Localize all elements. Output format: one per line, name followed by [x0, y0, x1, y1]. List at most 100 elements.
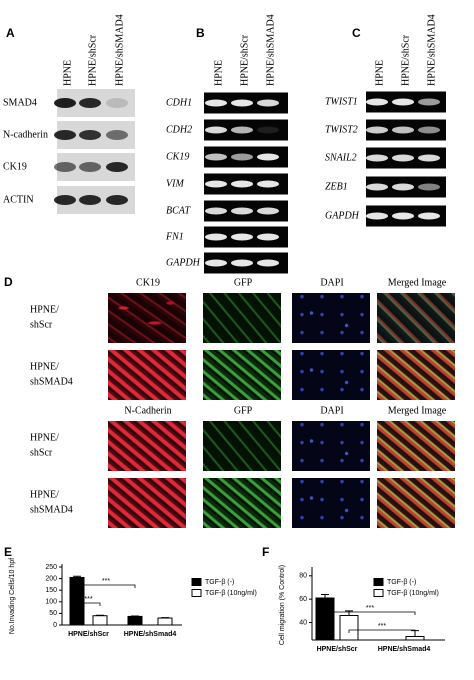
bar: [157, 617, 173, 626]
x-tick-label: HPNE/shScr: [68, 631, 109, 638]
band: [257, 99, 279, 107]
column-header: HPNE/shScr: [87, 34, 98, 86]
band: [392, 183, 414, 191]
band: [231, 126, 253, 134]
row-label: HPNE/: [30, 489, 59, 500]
band: [205, 153, 227, 161]
row-label: CDH2: [166, 124, 192, 135]
band: [366, 154, 388, 162]
image-column-header: Merged Image: [388, 405, 447, 416]
band: [257, 233, 279, 241]
band: [106, 195, 128, 205]
bar: [127, 615, 143, 626]
significance-label: ***: [84, 596, 92, 603]
significance-bracket: [324, 611, 416, 615]
column-header: HPNE/shSMAD4: [265, 14, 276, 86]
band: [54, 195, 76, 205]
y-tick-label: 200: [45, 575, 57, 582]
image-column-header: Merged Image: [388, 277, 447, 288]
band: [231, 99, 253, 107]
y-axis-label: No.Invading Cells/10 hpf: [9, 558, 16, 634]
image-column-header: DAPI: [320, 405, 343, 416]
micrograph: [108, 293, 186, 343]
band: [257, 207, 279, 215]
y-tick-label: 100: [45, 599, 57, 606]
x-tick-label: HPNE/shScr: [317, 646, 358, 653]
image-column-header: N-Cadherin: [124, 405, 171, 416]
micrograph: [203, 421, 281, 471]
panel-label: A: [6, 26, 15, 40]
band: [231, 180, 253, 188]
band: [231, 259, 253, 267]
row-label: N-cadherin: [3, 129, 48, 140]
y-tick-label: 40: [299, 619, 307, 626]
y-tick-label: 250: [45, 564, 57, 571]
micrograph: [377, 478, 455, 528]
band: [54, 162, 76, 172]
significance-label: ***: [102, 578, 110, 585]
row-label: SNAIL2: [325, 152, 357, 163]
band: [79, 130, 101, 140]
column-header: HPNE/shScr: [400, 34, 411, 86]
y-tick-label: 0: [53, 622, 57, 629]
row-label: TWIST1: [325, 96, 358, 107]
significance-bracket: [76, 602, 101, 606]
band: [366, 126, 388, 134]
x-tick-label: HPNE/shSmad4: [124, 631, 177, 638]
band: [54, 130, 76, 140]
error-bar: [321, 594, 329, 598]
band: [366, 212, 388, 220]
significance-label: ***: [378, 623, 386, 630]
y-axis-label: Cell migration (% Control): [279, 565, 286, 645]
band: [366, 183, 388, 191]
y-tick-label: 60: [299, 596, 307, 603]
micrograph: [203, 478, 281, 528]
micrograph: [377, 293, 455, 343]
panel-label: E: [4, 545, 12, 559]
row-label: BCAT: [166, 205, 192, 216]
band: [106, 130, 128, 140]
column-header: HPNE/shScr: [239, 34, 250, 86]
band: [366, 98, 388, 106]
row-label: ZEB1: [325, 181, 348, 192]
row-label: ACTIN: [3, 194, 34, 205]
micrograph: [203, 293, 281, 343]
band: [392, 212, 414, 220]
band: [418, 154, 440, 162]
legend-swatch: [373, 589, 384, 597]
bar: [69, 576, 85, 626]
band: [418, 98, 440, 106]
band: [418, 126, 440, 134]
band: [257, 126, 279, 134]
panel-label: F: [262, 545, 269, 559]
band: [79, 195, 101, 205]
bar: [339, 615, 359, 641]
micrograph: [292, 293, 370, 343]
micrograph: [292, 421, 370, 471]
band: [231, 153, 253, 161]
micrograph: [377, 350, 455, 400]
band: [205, 233, 227, 241]
significance-label: ***: [366, 605, 374, 612]
legend-swatch: [191, 589, 202, 597]
band: [257, 180, 279, 188]
row-label: VIM: [166, 178, 184, 189]
row-label: shSMAD4: [30, 376, 73, 387]
row-label: CDH1: [166, 97, 192, 108]
row-label: shScr: [30, 447, 53, 458]
micrograph: [108, 478, 186, 528]
band: [54, 98, 76, 108]
x-tick-label: HPNE/shSmad4: [378, 646, 431, 653]
row-label: CK19: [3, 161, 27, 172]
band: [205, 207, 227, 215]
row-label: HPNE/: [30, 361, 59, 372]
row-label: GAPDH: [166, 257, 201, 268]
band: [205, 126, 227, 134]
row-label: HPNE/: [30, 304, 59, 315]
row-label: SMAD4: [3, 97, 37, 108]
micrograph: [108, 350, 186, 400]
band: [257, 259, 279, 267]
micrograph: [108, 421, 186, 471]
column-header: HPNE: [374, 60, 385, 86]
